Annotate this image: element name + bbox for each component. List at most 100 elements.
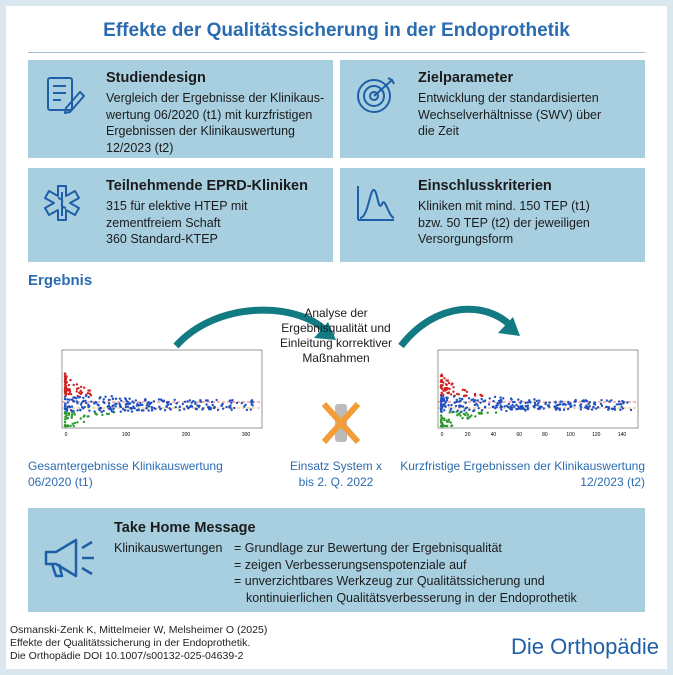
scatter-dot [190, 401, 193, 404]
box-icon [44, 185, 80, 221]
scatter-dot [476, 404, 479, 407]
middle-caption: Einsatz System x bis 2. Q. 2022 [261, 458, 411, 490]
scatter-dot [130, 410, 134, 413]
x-tick-label: 80 [542, 432, 548, 438]
take-home-title: Take Home Message [114, 520, 256, 536]
box-text: Teilnehmende EPRD-Kliniken 315 für elekti… [106, 178, 308, 248]
scatter-dot [64, 378, 67, 381]
take-home-line: = unverzichtbares Werkzeug zur Qualitäts… [234, 574, 545, 588]
scatter-dot [220, 404, 224, 407]
scatter-dot [505, 404, 509, 408]
box-line: Ergebnissen der Klinikauswertung [106, 124, 295, 138]
scatter-dot [468, 408, 471, 411]
scatter-dot [566, 407, 570, 411]
scatter-dot [608, 400, 611, 403]
scatter-dot [542, 407, 545, 410]
scatter-dot [106, 405, 109, 408]
scatter-dot [466, 413, 470, 417]
left-caption: Gesamtergebnisse Klinikauswertung 06/2020… [28, 458, 223, 490]
scatter-dot [593, 401, 597, 404]
scatter-dot [465, 406, 469, 409]
scatter-dot [63, 404, 67, 408]
scatter-dot [64, 375, 68, 379]
box-text: Studiendesign Vergleich der Ergebnisse de… [106, 70, 324, 156]
scatter-dot [250, 399, 254, 402]
scatter-dot [558, 408, 562, 412]
scatter-dot [63, 412, 67, 415]
x-tick-label: 120 [592, 432, 601, 438]
scatter-dot [450, 424, 453, 428]
x-tick-label: 100 [566, 432, 575, 438]
scatter-dot [147, 401, 150, 404]
scatter-dot [104, 395, 107, 398]
scatter-dot [192, 399, 195, 403]
box-title: Studiendesign [106, 70, 206, 86]
scatter-dot [473, 409, 476, 412]
scatter-dot [455, 400, 459, 403]
scatter-dot [585, 404, 588, 407]
scatter-dot [118, 402, 121, 406]
scatter-dot [502, 397, 505, 400]
scatter-dot [600, 404, 604, 408]
plot-frame [61, 349, 263, 429]
scatter-dot [63, 421, 67, 424]
scatter-dot [145, 407, 148, 410]
scatter-dot [533, 402, 537, 405]
scatter-dot [492, 399, 495, 403]
scatter-dot [71, 399, 75, 402]
scatter-dot [132, 401, 135, 404]
scatter-dot [477, 411, 481, 415]
title: Effekte der Qualitätssicherung in der En… [103, 20, 570, 41]
arrow-head [314, 322, 336, 340]
scatter-dot [108, 398, 111, 402]
scatter-dot [75, 387, 79, 391]
scatter-dot [474, 399, 477, 402]
scatter-dot [209, 408, 212, 411]
scatter-dot [173, 398, 176, 402]
scatter-dot [569, 402, 572, 405]
scatter-dot [124, 397, 127, 400]
scatter-dot [194, 401, 197, 404]
scatter-dot [452, 390, 455, 393]
scatter-dot [70, 410, 74, 413]
scatter-dot [619, 402, 623, 406]
scatter-dot [561, 403, 564, 406]
scatter-dot [70, 405, 74, 408]
scatter-dot [178, 405, 182, 409]
scatter-dot [535, 399, 538, 403]
scatter-dot [536, 403, 539, 407]
box-text: Zielparameter Entwicklung der standardisi… [418, 70, 601, 140]
scatter-dot [443, 409, 446, 412]
scatter-dot [194, 407, 198, 410]
scatter-dot [511, 400, 515, 404]
scatter-dot [143, 398, 147, 402]
scatter-dot [567, 402, 570, 406]
scatter-dot [592, 406, 595, 409]
middle-text: Analyse der Ergebnisqualität und Einleitun… [261, 306, 411, 366]
scatter-dot [441, 399, 444, 402]
scatter-dot [73, 421, 77, 425]
scatter-dot [150, 409, 154, 412]
scatter-dot [139, 401, 142, 405]
scatter-dot [80, 401, 84, 404]
scatter-dot [537, 401, 540, 405]
scatter-dot [165, 405, 168, 409]
scatter-dot [473, 394, 477, 397]
scatter-dot [188, 399, 192, 402]
scatter-dot [456, 414, 459, 417]
scatter-dot [167, 403, 170, 406]
scatter-dot [136, 409, 140, 412]
scatter-dot [629, 408, 633, 412]
scatter-plot: 0 20 40 60 80 100 120 140 [437, 349, 639, 438]
take-home-lines: = Grundlage zur Bewertung der Ergebnisqu… [234, 540, 577, 606]
scatter-dot [103, 401, 106, 405]
scatter-dot [440, 406, 444, 409]
scatter-dot [73, 413, 77, 416]
scatter-dot [221, 407, 225, 410]
box-line: 360 Standard-KTEP [106, 232, 218, 246]
scatter-dot [84, 401, 88, 405]
scatter-dot [458, 397, 461, 400]
box-line: Versorgungsform [418, 232, 514, 246]
scatter-dot [245, 408, 249, 412]
